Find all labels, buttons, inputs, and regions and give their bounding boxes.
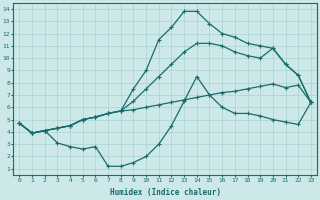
X-axis label: Humidex (Indice chaleur): Humidex (Indice chaleur) — [110, 188, 220, 197]
